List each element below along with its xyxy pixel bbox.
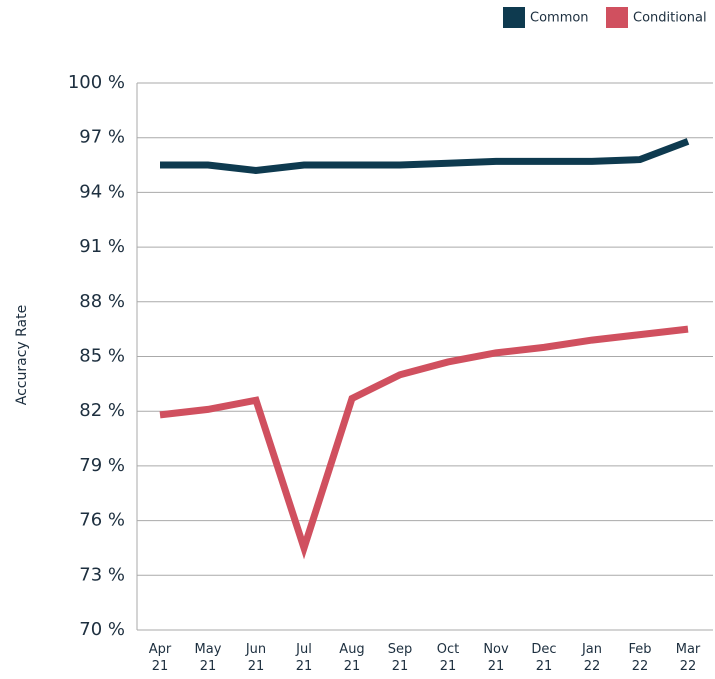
line-series — [159, 325, 689, 560]
x-tick-label: Feb 22 — [628, 642, 652, 674]
y-tick-label: 88 % — [79, 291, 125, 312]
y-tick-label: 70 % — [79, 619, 125, 640]
x-tick-label: Mar 22 — [675, 642, 701, 674]
x-tick-label: Oct 21 — [436, 642, 460, 674]
x-tick-label: Apr 21 — [148, 642, 172, 674]
y-axis-label: Accuracy Rate — [14, 305, 30, 405]
y-tick-label: 73 % — [79, 564, 125, 585]
x-tick-label: Jan 22 — [581, 642, 603, 674]
x-tick-label: Nov 21 — [483, 642, 509, 674]
legend-swatch — [503, 7, 525, 28]
y-tick-label: 91 % — [79, 236, 125, 257]
y-tick-label: 97 % — [79, 127, 125, 148]
x-tick-label: Sep 21 — [387, 642, 413, 674]
line-series — [160, 138, 690, 175]
y-tick-label: 79 % — [79, 455, 125, 476]
y-tick-label: 85 % — [79, 346, 125, 367]
x-tick-label: Jul 21 — [295, 642, 313, 674]
legend-label: Common — [530, 11, 589, 26]
legend-swatch — [606, 7, 628, 28]
x-tick-label: Aug 21 — [339, 642, 365, 674]
y-tick-label: 76 % — [79, 510, 125, 531]
y-tick-label: 94 % — [79, 181, 125, 202]
x-tick-label: Dec 21 — [531, 642, 557, 674]
legend-label: Conditional — [633, 11, 707, 26]
x-tick-label: May 21 — [194, 642, 222, 674]
x-tick-label: Jun 21 — [245, 642, 267, 674]
y-tick-label: 82 % — [79, 400, 125, 421]
y-tick-label: 100 % — [68, 72, 125, 93]
